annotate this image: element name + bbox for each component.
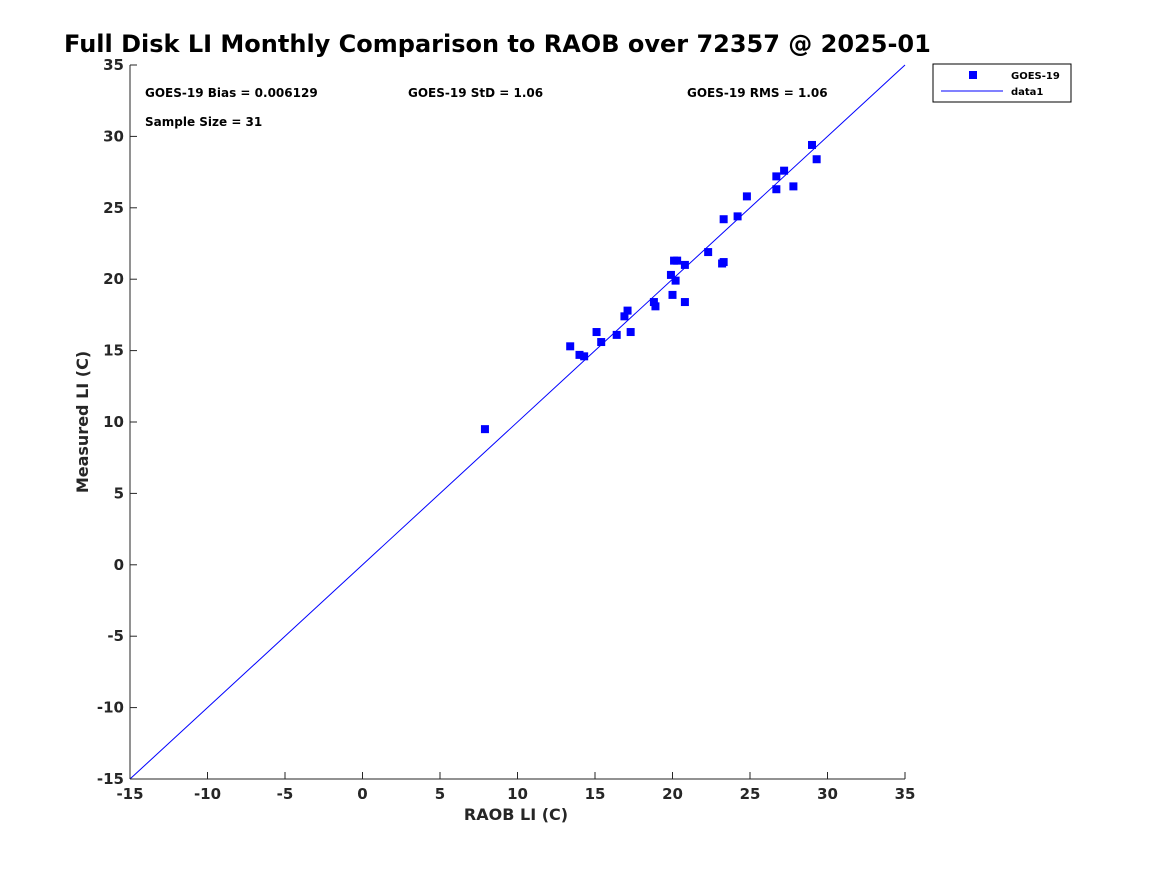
x-tick-label: 30 bbox=[817, 785, 838, 803]
legend-label-goes19: GOES-19 bbox=[1011, 71, 1060, 82]
x-tick-label: 0 bbox=[357, 785, 367, 803]
legend-box bbox=[932, 63, 1072, 103]
x-axis-title: RAOB LI (C) bbox=[464, 805, 568, 824]
scatter-point bbox=[626, 328, 635, 337]
y-tick-label: -15 bbox=[97, 770, 124, 788]
scatter-point bbox=[651, 302, 660, 311]
x-tick-label: -10 bbox=[194, 785, 221, 803]
scatter-point bbox=[733, 212, 742, 221]
x-tick-label: 10 bbox=[507, 785, 528, 803]
x-tick-label: 20 bbox=[662, 785, 683, 803]
scatter-point bbox=[566, 342, 575, 351]
y-tick-label: 25 bbox=[103, 199, 124, 217]
scatter-point bbox=[480, 425, 489, 434]
y-tick-label: 5 bbox=[114, 484, 124, 502]
y-tick-label: 0 bbox=[114, 556, 124, 574]
y-tick-label: -10 bbox=[97, 699, 124, 717]
legend-label-data1: data1 bbox=[1011, 87, 1043, 98]
x-tick-label: 25 bbox=[740, 785, 761, 803]
scatter-point bbox=[742, 192, 751, 201]
y-axis-title: Measured LI (C) bbox=[73, 351, 92, 493]
scatter-point bbox=[673, 256, 682, 265]
y-tick-label: 35 bbox=[103, 56, 124, 74]
legend-marker-goes19 bbox=[969, 71, 977, 79]
y-tick-label: -5 bbox=[107, 627, 124, 645]
scatter-point bbox=[612, 330, 621, 339]
x-tick-label: -15 bbox=[116, 785, 143, 803]
annotation-rms: GOES-19 RMS = 1.06 bbox=[687, 86, 828, 100]
scatter-point bbox=[808, 140, 816, 149]
scatter-point bbox=[666, 270, 675, 279]
scatter-point bbox=[772, 185, 781, 194]
scatter-point bbox=[623, 306, 632, 315]
scatter-point bbox=[575, 350, 584, 359]
scatter-point bbox=[649, 298, 658, 307]
scatter-point bbox=[580, 352, 589, 361]
axes: -15 -10 -5 0 5 10 15 20 25 30 35 -15 -10 -5 0 5 10 15 20 25… bbox=[97, 56, 916, 803]
x-tick-label: -5 bbox=[277, 785, 294, 803]
scatter-point bbox=[719, 258, 728, 267]
scatter-point bbox=[812, 155, 821, 164]
scatter-point bbox=[597, 338, 606, 347]
x-tick-label: 35 bbox=[895, 785, 916, 803]
y-tick-label: 15 bbox=[103, 342, 124, 360]
scatter-point bbox=[592, 328, 601, 337]
scatter-point bbox=[704, 248, 713, 257]
annotation-sample-size: Sample Size = 31 bbox=[145, 115, 262, 129]
scatter-point bbox=[680, 298, 689, 307]
annotation-bias: GOES-19 Bias = 0.006129 bbox=[145, 86, 318, 100]
legend: GOES-19 data1 bbox=[932, 63, 1072, 103]
series-line-data1 bbox=[129, 64, 906, 780]
scatter-point bbox=[772, 172, 781, 181]
plot-content bbox=[129, 64, 906, 780]
scatter-point bbox=[680, 260, 689, 269]
scatter-point bbox=[719, 215, 728, 224]
scatter-point bbox=[668, 290, 677, 299]
annotation-std: GOES-19 StD = 1.06 bbox=[408, 86, 543, 100]
x-tick-label: 5 bbox=[435, 785, 445, 803]
x-tick-label: 15 bbox=[585, 785, 606, 803]
scatter-point bbox=[780, 166, 789, 175]
scatter-point bbox=[671, 276, 680, 285]
chart-title: Full Disk LI Monthly Comparison to RAOB … bbox=[64, 30, 931, 58]
scatter-point bbox=[620, 312, 629, 321]
scatter-point bbox=[789, 182, 798, 191]
y-tick-label: 30 bbox=[103, 127, 124, 145]
y-tick-label: 10 bbox=[103, 413, 124, 431]
y-tick-label: 20 bbox=[103, 270, 124, 288]
